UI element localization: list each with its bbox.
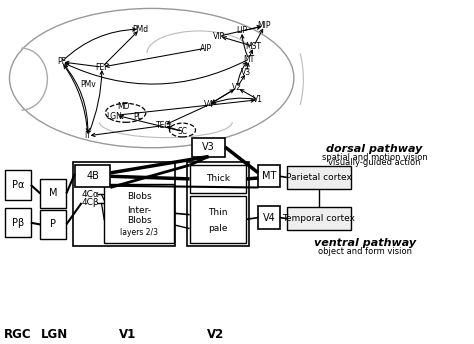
Text: MD: MD bbox=[117, 103, 129, 111]
FancyBboxPatch shape bbox=[75, 165, 110, 187]
FancyBboxPatch shape bbox=[5, 170, 31, 200]
FancyBboxPatch shape bbox=[287, 166, 351, 189]
FancyBboxPatch shape bbox=[258, 165, 280, 187]
Text: Thick: Thick bbox=[206, 174, 230, 183]
FancyBboxPatch shape bbox=[40, 210, 66, 239]
Text: LGN: LGN bbox=[106, 112, 122, 121]
Text: V2: V2 bbox=[207, 327, 224, 341]
Text: 4Cα: 4Cα bbox=[82, 190, 100, 199]
FancyBboxPatch shape bbox=[5, 208, 31, 237]
Text: pale: pale bbox=[208, 224, 228, 233]
Ellipse shape bbox=[9, 8, 294, 148]
FancyBboxPatch shape bbox=[104, 184, 174, 243]
Text: Blobs: Blobs bbox=[127, 192, 152, 201]
Text: MT: MT bbox=[262, 171, 276, 181]
Text: M: M bbox=[49, 189, 57, 198]
Text: Pα: Pα bbox=[11, 180, 24, 190]
FancyBboxPatch shape bbox=[287, 207, 351, 230]
Text: PMd: PMd bbox=[132, 25, 148, 34]
Text: V2: V2 bbox=[232, 83, 242, 92]
Text: PL: PL bbox=[133, 112, 142, 121]
FancyBboxPatch shape bbox=[73, 162, 175, 246]
Text: object and form vision: object and form vision bbox=[318, 247, 412, 256]
Text: Blobs: Blobs bbox=[127, 216, 152, 225]
Text: AIP: AIP bbox=[200, 44, 212, 53]
FancyBboxPatch shape bbox=[190, 165, 246, 193]
Text: TEO: TEO bbox=[156, 121, 171, 130]
Text: V1: V1 bbox=[253, 95, 264, 104]
Text: Pβ: Pβ bbox=[12, 218, 24, 228]
Text: visually-guided action: visually-guided action bbox=[328, 158, 421, 167]
Text: RGC: RGC bbox=[4, 327, 32, 341]
FancyBboxPatch shape bbox=[40, 179, 66, 208]
Text: Thin: Thin bbox=[208, 208, 228, 217]
Text: 4B: 4B bbox=[86, 171, 99, 181]
Text: dorsal pathway: dorsal pathway bbox=[326, 144, 423, 154]
Text: VIP: VIP bbox=[213, 32, 225, 41]
Text: PF: PF bbox=[57, 57, 66, 66]
Text: LIP: LIP bbox=[236, 26, 247, 35]
Text: MST: MST bbox=[246, 42, 262, 51]
Text: V3: V3 bbox=[202, 142, 215, 152]
Text: 4Cβ: 4Cβ bbox=[82, 198, 99, 207]
Text: V1: V1 bbox=[119, 327, 137, 341]
Text: Inter-: Inter- bbox=[128, 206, 151, 215]
FancyBboxPatch shape bbox=[258, 206, 280, 229]
Text: IT: IT bbox=[84, 131, 91, 140]
Text: Temporal cortex: Temporal cortex bbox=[282, 214, 356, 223]
Text: V3: V3 bbox=[241, 68, 252, 77]
Text: layers 2/3: layers 2/3 bbox=[120, 228, 158, 237]
Ellipse shape bbox=[105, 103, 146, 122]
Text: MIP: MIP bbox=[258, 21, 271, 30]
Text: MT: MT bbox=[243, 55, 255, 64]
Text: Parietal cortex: Parietal cortex bbox=[286, 173, 352, 182]
FancyBboxPatch shape bbox=[192, 138, 225, 157]
Text: LGN: LGN bbox=[41, 327, 68, 341]
Text: SC: SC bbox=[177, 127, 188, 136]
Text: P: P bbox=[50, 219, 56, 229]
Text: V4: V4 bbox=[263, 213, 275, 223]
FancyBboxPatch shape bbox=[190, 196, 246, 243]
Text: V4: V4 bbox=[203, 100, 214, 109]
Text: spatial and motion vision: spatial and motion vision bbox=[321, 153, 428, 162]
Text: FEF: FEF bbox=[95, 63, 109, 72]
FancyBboxPatch shape bbox=[187, 162, 249, 246]
Text: PMv: PMv bbox=[80, 80, 96, 89]
Text: ventral pathway: ventral pathway bbox=[314, 237, 416, 248]
Ellipse shape bbox=[170, 123, 195, 137]
